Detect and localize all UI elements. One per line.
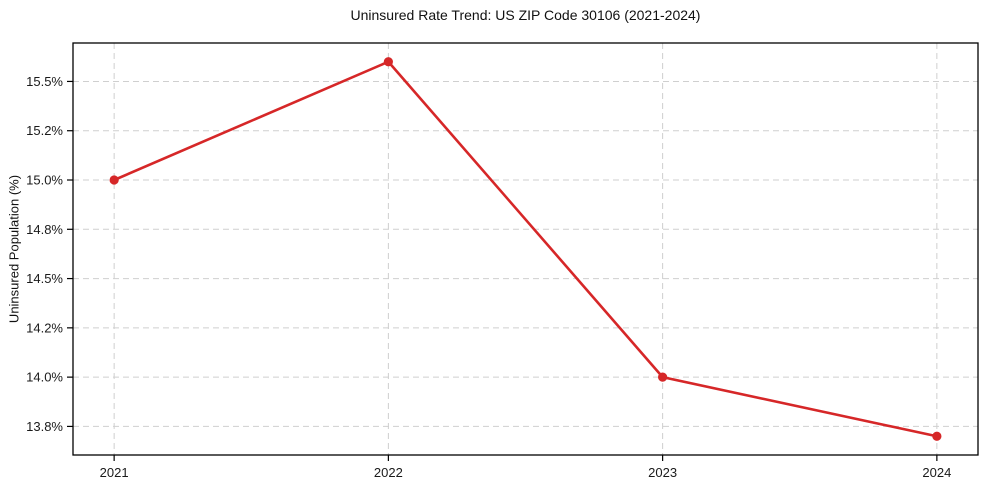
y-tick-labels: 13.8% 14.0% 14.2% 14.5% 14.8% 15.0% 15.2% 15.5% — [26, 74, 63, 434]
x-tick-label: 2022 — [374, 465, 403, 480]
y-tick-label: 15.2% — [26, 123, 63, 138]
y-tick-label: 15.0% — [26, 173, 63, 188]
x-tick-label: 2024 — [922, 465, 951, 480]
axis-tick-marks — [67, 80, 938, 461]
y-tick-label: 14.5% — [26, 271, 63, 286]
data-point-marker — [932, 431, 942, 441]
y-tick-label: 15.5% — [26, 74, 63, 89]
trend-line — [112, 60, 939, 438]
data-point-marker — [658, 372, 668, 382]
x-tick-labels: 2021 2022 2023 2024 — [100, 465, 952, 480]
gridlines — [73, 43, 978, 455]
y-tick-label: 13.8% — [26, 419, 63, 434]
y-tick-label: 14.8% — [26, 222, 63, 237]
y-tick-label: 14.2% — [26, 320, 63, 335]
y-tick-label: 14.0% — [26, 370, 63, 385]
data-point-marker — [109, 175, 119, 185]
x-tick-label: 2023 — [648, 465, 677, 480]
plot-frame — [72, 42, 979, 456]
data-point-marker — [383, 57, 393, 67]
chart-title: Uninsured Rate Trend: US ZIP Code 30106 … — [350, 7, 701, 23]
trend-series — [109, 57, 942, 441]
x-tick-label: 2021 — [100, 465, 129, 480]
